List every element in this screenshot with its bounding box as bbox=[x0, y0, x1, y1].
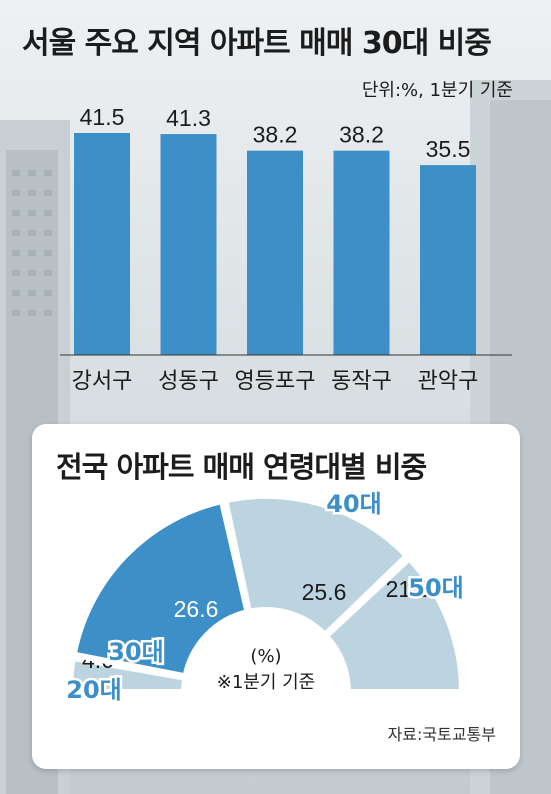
slice-value-label: 21.6 bbox=[386, 576, 431, 602]
bar-value-label: 35.5 bbox=[426, 136, 471, 162]
bar-category-label: 영등포구 bbox=[235, 369, 316, 394]
bar-chart-unit-note: 단위:%, 1분기 기준 bbox=[361, 80, 513, 101]
bar-chart-title: 서울 주요 지역 아파트 매매 30대 비중 bbox=[22, 26, 492, 61]
bar-value-label: 41.5 bbox=[80, 104, 125, 130]
bar-관악구 bbox=[420, 165, 476, 355]
bar-category-label: 동작구 bbox=[331, 369, 392, 394]
center-note: ※1분기 기준 bbox=[217, 672, 316, 693]
age-share-panel: 전국 아파트 매매 연령대별 비중 4.620대26.630대25.640대21… bbox=[32, 424, 520, 769]
pie-chart-title: 전국 아파트 매매 연령대별 비중 bbox=[56, 450, 427, 484]
slice-value-label: 26.6 bbox=[174, 596, 219, 622]
bar-category-label: 강서구 bbox=[72, 369, 133, 394]
source-note: 자료:국토교통부 bbox=[387, 725, 496, 744]
bar-category-label: 성동구 bbox=[158, 369, 219, 394]
slice-age-label: 50대 bbox=[408, 574, 463, 602]
slice-value-label: 25.6 bbox=[302, 579, 347, 605]
bar-value-label: 38.2 bbox=[339, 122, 384, 148]
slice-age-label: 20대 bbox=[66, 676, 121, 704]
slice-30대 bbox=[70, 497, 252, 680]
bar-value-label: 38.2 bbox=[253, 122, 298, 148]
bar-value-label: 41.3 bbox=[166, 105, 211, 131]
bar-동작구 bbox=[333, 150, 390, 355]
slice-age-label: 30대 bbox=[108, 638, 163, 666]
bar-강서구 bbox=[74, 133, 130, 355]
slice-age-label: 40대 bbox=[326, 490, 381, 518]
center-unit: (%) bbox=[250, 646, 281, 667]
bar-성동구 bbox=[160, 134, 217, 355]
slice-40대 bbox=[221, 493, 412, 640]
bar-category-label: 관악구 bbox=[418, 369, 479, 394]
slice-50대 bbox=[321, 554, 466, 695]
bar-영등포구 bbox=[247, 150, 303, 355]
bar-chart: 41.5 강서구 41.3 성동구 38.2 영등포구 38.2 동작구 35.5 관악구 bbox=[60, 104, 512, 394]
